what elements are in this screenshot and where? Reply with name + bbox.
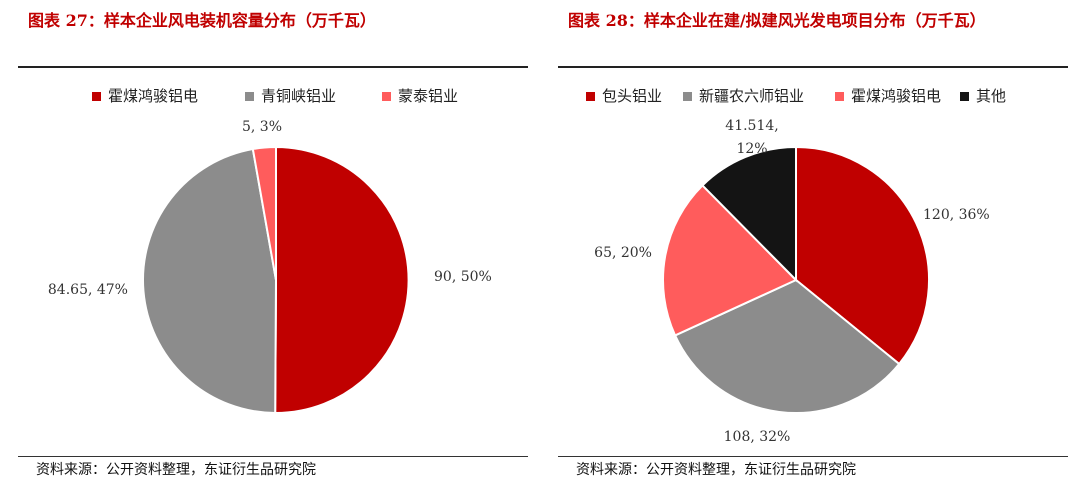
legend-item: 青铜峡铝业 [245,87,336,105]
left-top-rule [18,66,528,68]
right-top-rule [558,66,1068,68]
legend-label: 青铜峡铝业 [261,87,336,105]
legend-label: 新疆农六师铝业 [699,87,804,105]
pie-slice [701,145,797,283]
data-label: 65, 20% [594,245,652,261]
right-chart-title: 图表 28：样本企业在建/拟建风光发电项目分布（万千瓦） [568,11,986,30]
data-label: 5, 3% [242,119,282,135]
right-bottom-rule [558,456,1068,457]
pie-slice [251,145,277,281]
legend-label: 包头铝业 [602,87,662,105]
left-source-note: 资料来源：公开资料整理，东证衍生品研究院 [36,462,316,478]
pie-slice [274,145,410,415]
legend-item: 新疆农六师铝业 [683,87,804,105]
left-chart-panel: 图表 27：样本企业风电装机容量分布（万千瓦） 霍煤鸿骏铝电 青铜峡铝业 蒙泰铝业 9… [18,11,528,478]
legend-swatch [92,92,101,101]
legend-label: 霍煤鸿骏铝电 [851,87,941,105]
right-source-note: 资料来源：公开资料整理，东证衍生品研究院 [576,462,856,478]
legend-swatch [586,92,595,101]
legend-label: 蒙泰铝业 [398,87,458,105]
right-pie-chart: 包头铝业 新疆农六师铝业 霍煤鸿骏铝电 其他 120, 36% 108, 32% 65, 2… [586,87,1006,445]
legend-item: 其他 [960,87,1006,105]
pie-slice [142,147,278,415]
legend-swatch [245,92,254,101]
legend-label: 其他 [976,87,1006,105]
pie-slice [795,145,930,366]
left-bottom-rule [18,456,528,457]
legend-item: 蒙泰铝业 [382,87,458,105]
data-label: 84.65, 47% [48,282,128,298]
data-label: 90, 50% [434,269,492,285]
data-label: 41.514, 12% [725,118,778,157]
legend-label: 霍煤鸿骏铝电 [108,87,198,105]
legend-swatch [960,92,969,101]
pie-slice [673,278,901,414]
legend-swatch [683,92,692,101]
legend-swatch [835,92,844,101]
left-chart-title: 图表 27：样本企业风电装机容量分布（万千瓦） [28,11,376,30]
legend-item: 包头铝业 [586,87,662,105]
left-pie-chart: 霍煤鸿骏铝电 青铜峡铝业 蒙泰铝业 90, 50% 84.65, 47% 5, 3% [48,87,492,415]
legend-item: 霍煤鸿骏铝电 [92,87,198,105]
legend-item: 霍煤鸿骏铝电 [835,87,941,105]
data-label: 120, 36% [923,207,990,223]
data-label: 108, 32% [724,429,791,445]
right-chart-panel: 图表 28：样本企业在建/拟建风光发电项目分布（万千瓦） 包头铝业 新疆农六师铝业… [540,0,1080,492]
pie-slice [662,184,798,337]
legend-swatch [382,92,391,101]
